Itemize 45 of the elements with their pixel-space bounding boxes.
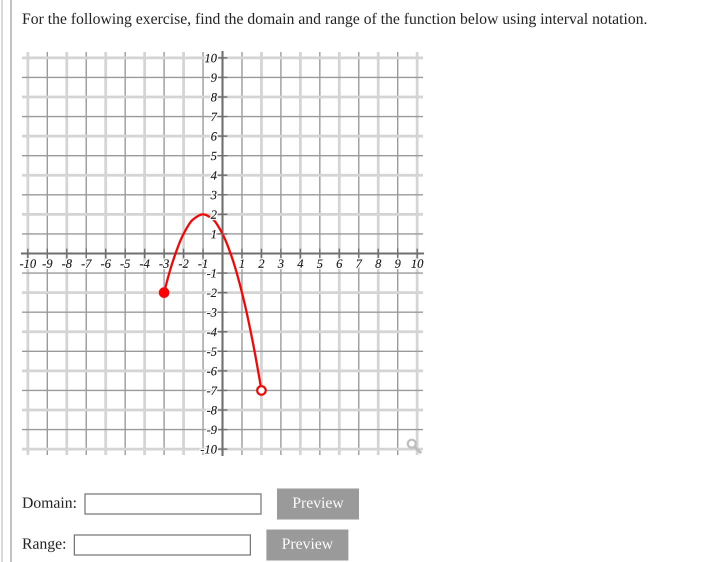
x-tick-label: -6: [100, 259, 111, 268]
x-tick-label: -3: [159, 259, 169, 268]
x-tick-label: -2: [178, 259, 188, 268]
x-tick-label: 3: [278, 259, 284, 268]
x-tick-label: 7: [356, 260, 362, 268]
x-tick-label: -8: [62, 259, 72, 268]
x-tick-label: 5: [316, 260, 323, 268]
y-tick-label: -4: [206, 328, 217, 336]
chart-title: For the following exercise, find the domain and range of the function below using interval notation.: [22, 12, 646, 28]
x-tick-label: -9: [42, 259, 52, 268]
x-tick-label: -7: [81, 260, 92, 268]
text: Range:: [22, 538, 66, 552]
x-tick-label: 1: [239, 259, 244, 268]
y-tick-label: -8: [206, 406, 217, 414]
text: Preview: [282, 538, 334, 549]
x-tick-label: -4: [140, 260, 150, 268]
x-tick-label: 9: [394, 259, 401, 268]
y-tick-label: 10: [204, 54, 217, 62]
y-tick-label: -9: [206, 426, 217, 434]
x-tick-label: -10: [20, 259, 36, 268]
y-tick-label: 7: [211, 112, 218, 121]
x-tick-label: 10: [411, 259, 424, 268]
x-tick-label: 6: [336, 259, 342, 268]
y-tick-label: 9: [211, 73, 217, 82]
text: Domain:: [22, 497, 76, 508]
y-tick-label: 6: [211, 132, 217, 141]
y-tick-label: -10: [200, 445, 217, 454]
x-tick-label: 8: [375, 259, 382, 268]
y-tick-label: 4: [210, 171, 217, 180]
text: Preview: [292, 497, 344, 508]
x-tick-label: 2: [258, 259, 264, 268]
x-tick-label: 4: [297, 260, 304, 268]
y-tick-label: 1: [211, 230, 216, 238]
y-tick-label: -1: [206, 269, 216, 278]
y-tick-label: 8: [210, 93, 217, 102]
y-tick-label: 5: [210, 152, 217, 160]
y-tick-label: -5: [206, 347, 217, 356]
x-tick-label: -1: [198, 259, 207, 268]
y-tick-label: 3: [210, 190, 217, 200]
y-tick-label: 2: [210, 210, 217, 219]
y-tick-label: -7: [206, 386, 218, 395]
x-tick-label: -5: [120, 260, 130, 268]
y-tick-label: -6: [206, 366, 217, 376]
y-tick-label: -3: [206, 308, 217, 317]
y-tick-label: -2: [206, 288, 217, 297]
